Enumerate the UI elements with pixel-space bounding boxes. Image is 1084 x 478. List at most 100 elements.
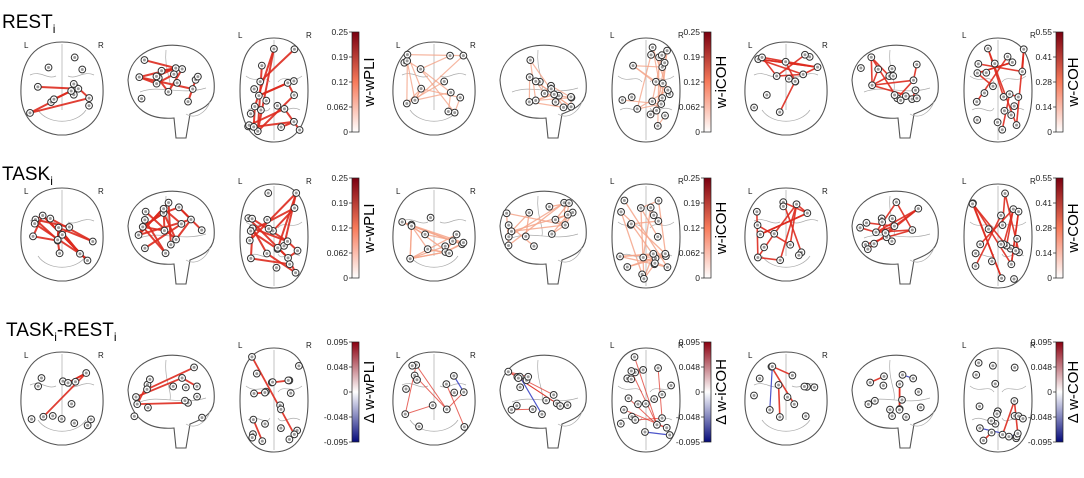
nodes [134, 198, 206, 258]
sagittal-view [127, 354, 215, 449]
electrode-node [1012, 121, 1021, 129]
electrode-node [29, 232, 37, 241]
electrode-node [1013, 234, 1022, 243]
colorbar-tick-label: 0.55 [1035, 27, 1052, 37]
electrode-node [775, 413, 784, 421]
electrode-node [786, 240, 795, 249]
electrode-node [507, 405, 516, 414]
electrode-node [892, 198, 901, 207]
nodes [27, 369, 95, 430]
connectivity-edge [135, 377, 183, 398]
electrode-node [654, 364, 662, 372]
electrode-node [252, 369, 261, 378]
electrode-node [872, 228, 880, 237]
colorbar-tick-label: 0.062 [679, 102, 701, 112]
electrode-node [911, 86, 920, 95]
electrode-node [198, 413, 206, 422]
electrode-node [750, 103, 759, 112]
colorbar-tick-label: 0.048 [327, 362, 349, 372]
connectivity-edge [446, 391, 465, 410]
electrode-node [755, 374, 764, 383]
electrode-node [563, 210, 572, 219]
electrode-node [181, 383, 190, 392]
electrode-node [972, 370, 981, 379]
electrode-node [260, 388, 269, 397]
electrode-node [1010, 363, 1019, 372]
connectivity-edge [420, 55, 451, 70]
connectivity-edge [406, 60, 416, 101]
brain-view-group: L R L R [392, 177, 684, 289]
electrode-node [641, 399, 650, 408]
colorbar-tick-label: 0.062 [327, 102, 349, 112]
electrode-node [160, 226, 169, 235]
electrode-node [48, 411, 57, 420]
electrode-node [648, 97, 657, 106]
electrode-node [1019, 45, 1028, 54]
electrode-node [775, 108, 784, 117]
electrode-node [975, 424, 984, 433]
electrode-node [753, 221, 762, 230]
electrode-node [272, 263, 281, 272]
electrode-node [248, 214, 257, 223]
electrode-node [178, 65, 187, 73]
electrode-node [646, 203, 655, 212]
electrode-node [788, 371, 797, 380]
electrode-node [998, 430, 1007, 439]
hemisphere-left-label: L [238, 177, 243, 186]
electrode-node [402, 385, 410, 393]
electrode-node [442, 380, 451, 389]
electrode-node [423, 245, 432, 254]
electrode-node [30, 219, 39, 228]
nodes [401, 361, 469, 431]
electrode-node [1013, 429, 1022, 438]
electrode-node [880, 372, 888, 381]
electrode-node [449, 371, 458, 380]
electrode-node [270, 44, 278, 53]
colorbar: 0.095 0.048 0 -0.048 -0.095 Δ w-iCOH [676, 337, 730, 447]
electrode-node [257, 61, 266, 70]
electrode-node [972, 97, 981, 106]
electrode-node [559, 103, 568, 112]
electrode-node [971, 262, 980, 270]
electrode-node [264, 189, 273, 197]
colorbar-tick-label: -0.095 [1028, 437, 1052, 447]
connectivity-edge [979, 208, 1014, 245]
electrode-node [402, 99, 411, 108]
electrode-node [193, 382, 201, 391]
electrode-node [442, 405, 451, 414]
electrode-node [280, 104, 289, 113]
colorbar-tick-label: -0.048 [676, 412, 700, 422]
electrode-node [912, 60, 921, 69]
colorbar-tick-label: 0.048 [1031, 362, 1053, 372]
electrode-node [971, 249, 980, 258]
electrode-node [868, 81, 877, 90]
nodes [856, 53, 921, 105]
electrode-node [753, 253, 762, 262]
electrode-node [888, 64, 896, 73]
electrode-node [1011, 246, 1020, 255]
electrode-node [504, 241, 513, 250]
electrode-node [188, 85, 197, 93]
electrode-node [898, 395, 906, 404]
electrode-node [143, 385, 151, 394]
electrode-node [984, 225, 993, 234]
electrode-node [181, 396, 189, 405]
colorbar-tick-label: 0.25 [331, 27, 348, 37]
electrode-node [662, 423, 671, 432]
electrode-node [791, 77, 800, 86]
electrode-node [556, 402, 565, 410]
electrode-node [530, 242, 538, 251]
electrode-node [631, 416, 640, 424]
electrode-node [70, 53, 79, 62]
electrode-node [890, 222, 899, 231]
electrode-node [54, 223, 63, 232]
electrode-node [1018, 67, 1027, 76]
hemisphere-left-label: L [610, 177, 615, 186]
electrode-node [997, 240, 1005, 249]
electrode-node [140, 244, 149, 253]
electrode-node [193, 72, 202, 81]
hemisphere-left-label: L [610, 31, 615, 40]
hemisphere-right-label: R [1030, 177, 1036, 186]
connectivity-edge [272, 207, 296, 232]
